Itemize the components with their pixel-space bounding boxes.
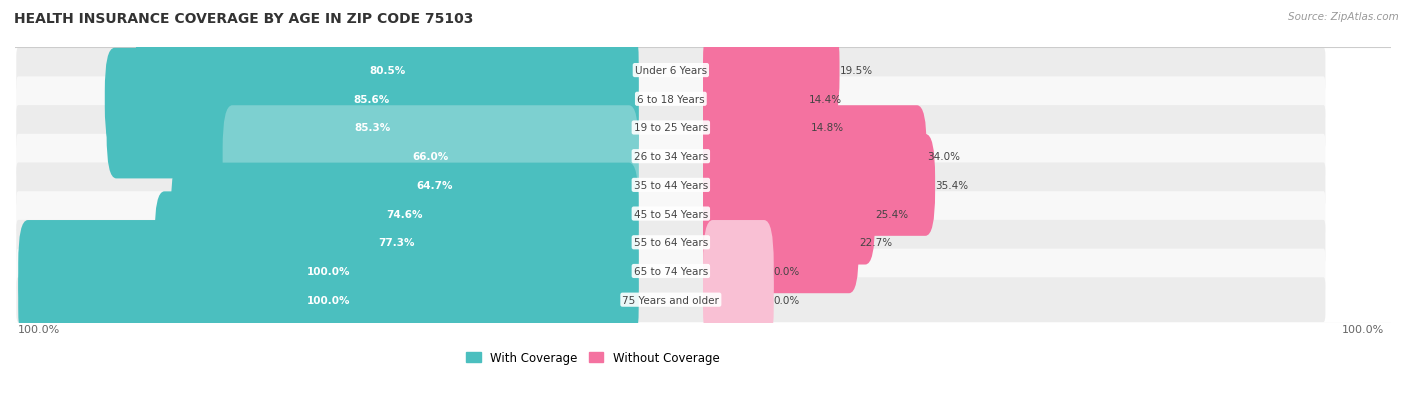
Text: 100.0%: 100.0% xyxy=(307,266,350,276)
FancyBboxPatch shape xyxy=(18,249,638,351)
Text: 66.0%: 66.0% xyxy=(412,152,449,162)
FancyBboxPatch shape xyxy=(155,192,638,294)
Text: 35 to 44 Years: 35 to 44 Years xyxy=(634,180,709,190)
Text: 34.0%: 34.0% xyxy=(927,152,960,162)
FancyBboxPatch shape xyxy=(703,77,811,179)
FancyBboxPatch shape xyxy=(703,106,927,208)
FancyBboxPatch shape xyxy=(703,49,808,150)
Text: 25.4%: 25.4% xyxy=(875,209,908,219)
Text: Source: ZipAtlas.com: Source: ZipAtlas.com xyxy=(1288,12,1399,22)
Text: Under 6 Years: Under 6 Years xyxy=(634,66,707,76)
Text: 85.3%: 85.3% xyxy=(354,123,391,133)
Text: 19 to 25 Years: 19 to 25 Years xyxy=(634,123,709,133)
Legend: With Coverage, Without Coverage: With Coverage, Without Coverage xyxy=(461,347,724,369)
Text: HEALTH INSURANCE COVERAGE BY AGE IN ZIP CODE 75103: HEALTH INSURANCE COVERAGE BY AGE IN ZIP … xyxy=(14,12,474,26)
Text: 26 to 34 Years: 26 to 34 Years xyxy=(634,152,709,162)
FancyBboxPatch shape xyxy=(172,163,638,265)
FancyBboxPatch shape xyxy=(17,249,1326,294)
Text: 75 Years and older: 75 Years and older xyxy=(623,295,720,305)
FancyBboxPatch shape xyxy=(17,77,1326,122)
FancyBboxPatch shape xyxy=(703,135,935,236)
Text: 6 to 18 Years: 6 to 18 Years xyxy=(637,95,704,104)
FancyBboxPatch shape xyxy=(703,20,839,122)
Text: 100.0%: 100.0% xyxy=(307,295,350,305)
Text: 65 to 74 Years: 65 to 74 Years xyxy=(634,266,709,276)
FancyBboxPatch shape xyxy=(105,49,638,150)
Text: 22.7%: 22.7% xyxy=(859,238,891,248)
Text: 85.6%: 85.6% xyxy=(354,95,389,104)
FancyBboxPatch shape xyxy=(135,20,638,122)
FancyBboxPatch shape xyxy=(17,49,1326,93)
Text: 0.0%: 0.0% xyxy=(773,295,800,305)
FancyBboxPatch shape xyxy=(18,221,638,322)
FancyBboxPatch shape xyxy=(107,77,638,179)
FancyBboxPatch shape xyxy=(17,106,1326,150)
FancyBboxPatch shape xyxy=(17,163,1326,208)
Text: 100.0%: 100.0% xyxy=(18,324,60,334)
FancyBboxPatch shape xyxy=(17,278,1326,322)
FancyBboxPatch shape xyxy=(703,221,773,322)
FancyBboxPatch shape xyxy=(17,221,1326,265)
Text: 100.0%: 100.0% xyxy=(1343,324,1385,334)
Text: 64.7%: 64.7% xyxy=(416,180,453,190)
Text: 0.0%: 0.0% xyxy=(773,266,800,276)
FancyBboxPatch shape xyxy=(17,135,1326,179)
FancyBboxPatch shape xyxy=(231,135,638,236)
Text: 45 to 54 Years: 45 to 54 Years xyxy=(634,209,709,219)
FancyBboxPatch shape xyxy=(17,192,1326,236)
Text: 77.3%: 77.3% xyxy=(378,238,415,248)
Text: 19.5%: 19.5% xyxy=(839,66,873,76)
FancyBboxPatch shape xyxy=(703,249,773,351)
Text: 80.5%: 80.5% xyxy=(368,66,405,76)
FancyBboxPatch shape xyxy=(222,106,638,208)
Text: 35.4%: 35.4% xyxy=(935,180,969,190)
FancyBboxPatch shape xyxy=(703,192,859,294)
FancyBboxPatch shape xyxy=(703,163,875,265)
Text: 14.8%: 14.8% xyxy=(811,123,845,133)
Text: 14.4%: 14.4% xyxy=(808,95,842,104)
Text: 74.6%: 74.6% xyxy=(387,209,423,219)
Text: 55 to 64 Years: 55 to 64 Years xyxy=(634,238,709,248)
